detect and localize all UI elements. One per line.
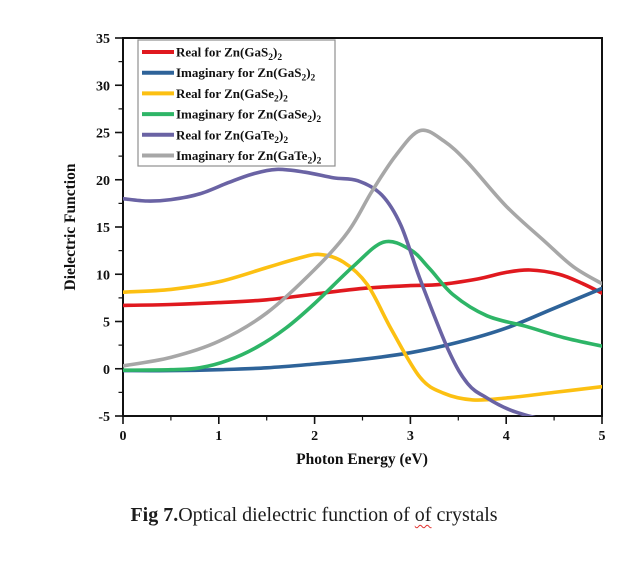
curve-real-for-zn-gas-2-2 — [123, 268, 602, 308]
legend-label-1: Imaginary for Zn(GaS2)2 — [176, 65, 316, 84]
y-tick-label: 35 — [96, 32, 110, 47]
curve-real-for-zn-gase-2-2 — [123, 252, 602, 402]
y-tick-label: 25 — [96, 127, 110, 142]
y-tick-label: 5 — [103, 316, 110, 331]
legend-label-2: Real for Zn(GaSe2)2 — [176, 86, 288, 105]
y-tick-label: 0 — [103, 363, 110, 378]
y-tick-label: 10 — [96, 268, 110, 283]
figure-caption: Fig 7.Optical dielectric function of of … — [0, 504, 628, 527]
x-tick-label: 2 — [311, 429, 318, 444]
legend-label-0: Real for Zn(GaS2)2 — [176, 45, 282, 64]
legend-box — [137, 39, 336, 167]
x-tick-label: 0 — [120, 429, 127, 444]
y-tick-label: 30 — [96, 79, 110, 94]
curve-real-for-zn-gate-2-2 — [123, 167, 536, 416]
x-tick-label: 3 — [407, 429, 414, 444]
x-tick-label: 4 — [503, 429, 510, 444]
caption-figure-number: Fig 7. — [130, 504, 179, 526]
legend-label-4: Real for Zn(GaTe2)2 — [176, 127, 288, 146]
curve-imaginary-for-zn-gate-2-2 — [123, 128, 602, 368]
y-tick-label: 15 — [96, 221, 110, 236]
legend-label-3: Imaginary for Zn(GaSe2)2 — [176, 107, 321, 126]
legend-label-5: Imaginary for Zn(GaTe2)2 — [176, 148, 322, 167]
x-axis-title: Photon Energy (eV) — [296, 451, 428, 468]
series-curves — [123, 128, 602, 416]
y-tick-label: -5 — [98, 410, 110, 425]
curve-imaginary-for-zn-gas-2-2 — [123, 286, 602, 373]
dielectric-function-chart: 0 1 2 3 4 5 -5 0 5 10 15 20 25 30 35 Real for Zn(GaS2)… — [62, 32, 606, 468]
caption-suffix: crystals — [431, 504, 498, 526]
caption-misspelled-word: of — [414, 504, 432, 526]
caption-text: Optical dielectric function of — [178, 504, 415, 526]
x-tick-label: 5 — [599, 429, 606, 444]
curve-imaginary-for-zn-gase-2-2 — [123, 239, 602, 372]
axis-ticks: 0 1 2 3 4 5 -5 0 5 10 15 20 25 30 35 — [96, 32, 606, 444]
x-tick-label: 1 — [215, 429, 222, 444]
y-tick-label: 20 — [96, 174, 110, 189]
y-axis-title: Dielectric Function — [62, 163, 79, 290]
